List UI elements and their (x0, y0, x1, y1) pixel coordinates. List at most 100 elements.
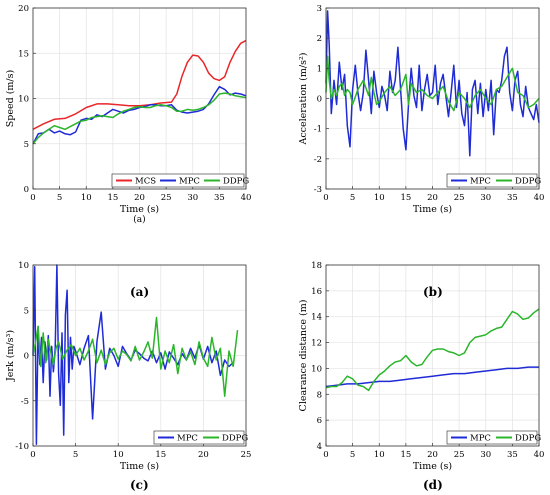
legend: MPC DDPG (153, 430, 248, 445)
panel-label-c: (c) (130, 478, 149, 492)
y-tick-label: 0 (317, 95, 322, 105)
series-line-mpc (325, 366, 539, 388)
legend-box (446, 173, 538, 188)
y-axis-label: Speed (m/s) (5, 70, 16, 127)
y-tick-label: -2 (314, 155, 322, 165)
series-line-mcs (32, 39, 247, 130)
y-tick-label: 5 (24, 306, 29, 316)
y-tick-label: -10 (15, 442, 29, 452)
x-tick-label: 25 (241, 450, 252, 460)
x-tick-label: 30 (480, 450, 491, 460)
legend: MPC DDPG (446, 173, 541, 188)
series-line-ddpg (32, 316, 239, 397)
x-tick-label: 5 (57, 193, 62, 203)
x-tick-label: 5 (350, 193, 355, 203)
x-tick-label: 30 (187, 193, 198, 203)
series-line-ddpg (32, 92, 247, 145)
x-tick-label: 15 (400, 450, 411, 460)
x-axis-label: Time (s) (120, 204, 159, 215)
x-axis-label: Time (s) (413, 461, 452, 472)
series-line-mpc (32, 85, 247, 145)
x-tick-label: 20 (134, 193, 145, 203)
chart-panel-b: 0 5 10 15 20 25 30 35 40 -3 -2 -1 0 1 2 3 Time (s) Accele… (298, 4, 544, 215)
panel-label-b: (b) (423, 285, 443, 299)
legend-label-mcs: MCS (135, 177, 156, 187)
x-tick-label: 40 (241, 193, 252, 203)
x-tick-label: 10 (113, 450, 124, 460)
panel-label-d: (d) (423, 478, 443, 492)
x-tick-label: 35 (214, 193, 225, 203)
y-axis-label: Acceleration (m/s²) (298, 52, 309, 145)
x-tick-label: 35 (507, 450, 518, 460)
y-tick-label: 14 (311, 313, 322, 323)
x-tick-label: 15 (155, 450, 166, 460)
y-tick-label: 16 (311, 287, 322, 297)
panel-label-a: (a) (130, 285, 150, 299)
x-axis-label: Time (s) (413, 204, 452, 215)
y-tick-label: 18 (311, 261, 322, 271)
x-tick-label: 5 (350, 450, 355, 460)
series-line-ddpg (325, 308, 540, 392)
x-tick-label: 20 (198, 450, 209, 460)
y-tick-label: 15 (18, 49, 29, 59)
y-tick-label: 6 (317, 416, 322, 426)
legend-box (446, 430, 538, 445)
y-tick-label: 20 (18, 4, 29, 14)
x-axis-label: Time (s) (120, 461, 159, 472)
x-tick-label: 0 (30, 450, 35, 460)
legend-label-ddpg: DDPG (223, 177, 249, 187)
x-tick-label: 15 (400, 193, 411, 203)
y-tick-label: 0 (24, 185, 29, 195)
x-tick-label: 20 (427, 450, 438, 460)
y-tick-label: 4 (317, 442, 322, 452)
legend-label-mpc: MPC (177, 434, 198, 444)
legend-box (111, 173, 245, 188)
x-tick-label: 25 (454, 450, 465, 460)
grid-lines (32, 7, 247, 190)
x-tick-label: 10 (374, 450, 385, 460)
series-line-mpc (32, 264, 234, 445)
legend-label-ddpg: DDPG (222, 434, 248, 444)
legend: MPC DDPG (446, 430, 541, 445)
y-tick-label: 10 (18, 261, 29, 271)
legend-label-mpc: MPC (470, 434, 491, 444)
x-tick-label: 0 (323, 193, 328, 203)
x-tick-label: 40 (534, 193, 545, 203)
y-axis-label: Jerk (m/s³) (5, 330, 16, 382)
y-tick-label: -5 (21, 397, 29, 407)
x-tick-label: 0 (323, 450, 328, 460)
x-tick-label: 5 (73, 450, 78, 460)
x-tick-label: 10 (374, 193, 385, 203)
legend-label-mpc: MPC (179, 177, 200, 187)
legend-label-mpc: MPC (470, 177, 491, 187)
y-tick-label: 8 (317, 390, 322, 400)
x-tick-label: 40 (534, 450, 545, 460)
y-tick-label: 2 (317, 34, 322, 44)
x-tick-label: 20 (427, 193, 438, 203)
inner-caption-a: (a) (133, 214, 145, 225)
x-tick-label: 10 (81, 193, 92, 203)
y-tick-label: 12 (311, 339, 322, 349)
legend-box (153, 430, 245, 445)
legend-label-ddpg: DDPG (515, 177, 541, 187)
y-tick-label: -1 (314, 125, 322, 135)
y-tick-label: 5 (24, 140, 29, 150)
legend-label-ddpg: DDPG (515, 434, 541, 444)
series-line-ddpg (325, 55, 540, 112)
y-tick-label: -3 (314, 185, 322, 195)
x-tick-label: 30 (480, 193, 491, 203)
x-tick-label: 15 (107, 193, 118, 203)
x-tick-label: 0 (30, 193, 35, 203)
x-tick-label: 25 (161, 193, 172, 203)
chart-panel-d: 0 5 10 15 20 25 30 35 40 4 6 8 10 12 14 16 18 Time (s) Cle… (298, 261, 544, 472)
x-tick-label: 35 (507, 193, 518, 203)
y-tick-label: 0 (24, 352, 29, 362)
y-tick-label: 10 (311, 364, 322, 374)
legend: MCS MPC DDPG (111, 173, 249, 188)
x-tick-label: 25 (454, 193, 465, 203)
y-axis-label: Clearance distance (m) (298, 300, 309, 412)
y-tick-label: 10 (18, 95, 29, 105)
